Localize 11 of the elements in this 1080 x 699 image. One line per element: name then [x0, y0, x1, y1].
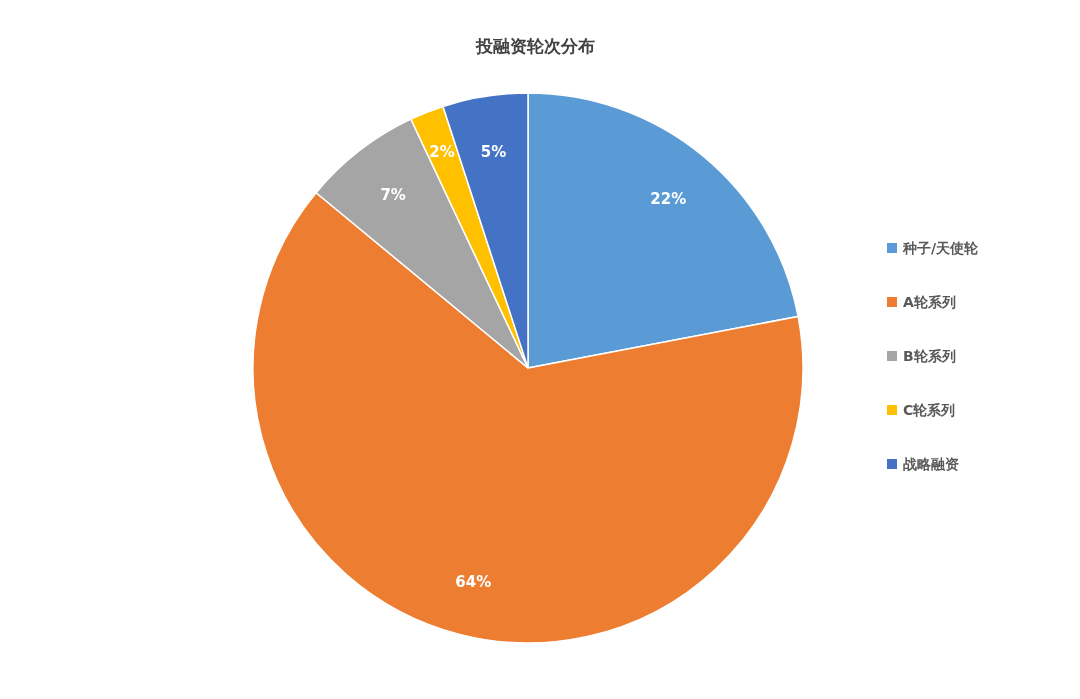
legend-label: 种子/天使轮 [902, 240, 980, 256]
data-label: 64% [455, 573, 492, 592]
legend-label: C轮系列 [903, 402, 956, 418]
data-label: 7% [380, 186, 406, 205]
legend-label: 战略融资 [903, 456, 959, 472]
legend-label: B轮系列 [903, 348, 956, 364]
data-label: 2% [429, 142, 455, 161]
legend-label: A轮系列 [903, 294, 956, 310]
chart-title: 投融资轮次分布 [474, 36, 595, 56]
data-label: 22% [650, 190, 687, 209]
data-label: 5% [480, 142, 507, 161]
